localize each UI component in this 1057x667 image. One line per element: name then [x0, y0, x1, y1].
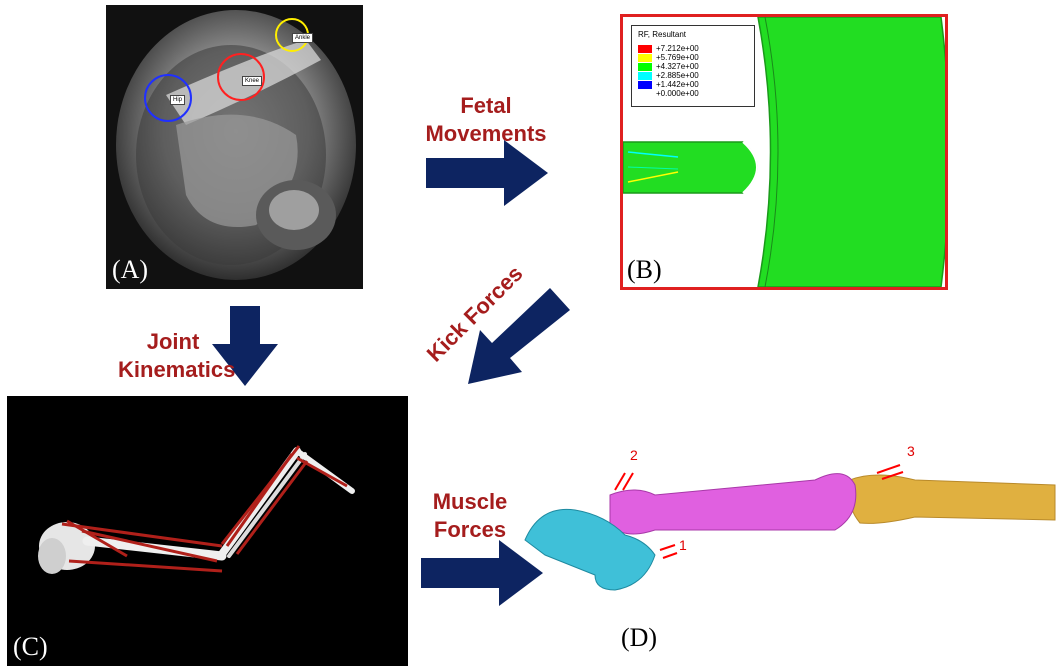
- legend-swatch: [638, 80, 652, 89]
- joint-kinematics-label: Joint Kinematics: [118, 329, 236, 382]
- force-marker-label: 2: [630, 447, 638, 463]
- legend-value: +5.769e+00: [656, 53, 699, 62]
- knee-tag: Knee: [242, 76, 263, 86]
- legend-value: +7.212e+00: [656, 44, 699, 53]
- pelvis-bone: [524, 508, 656, 591]
- hip-tag: Hip: [170, 95, 186, 105]
- bone-graphic: [524, 464, 1056, 591]
- femur-bone: [609, 473, 857, 535]
- musculoskeletal-graphic: [38, 445, 355, 574]
- tibia-bone: [848, 474, 1056, 524]
- panel-d-bone-model: 2 3 1 (D): [515, 445, 1057, 667]
- legend-value: +2.885e+00: [656, 71, 699, 80]
- panel-d-letter: (D): [621, 623, 658, 652]
- legend-title: RF, Resultant: [638, 30, 687, 39]
- rf-legend: RF, Resultant +7.212e+00 +5.769e+00 +4.3…: [631, 25, 755, 107]
- force-marker-label: 3: [907, 445, 915, 459]
- fetal-movements-label: Fetal Movements: [425, 93, 547, 146]
- panel-c-letter: (C): [13, 632, 48, 661]
- panel-a-mri: Hip Knee Ankle (A): [106, 5, 363, 289]
- legend-value: +4.327e+00: [656, 62, 699, 71]
- legend-row: +4.327e+00: [638, 62, 699, 71]
- knee-marker-circle: [217, 53, 265, 101]
- right-arrow-muscle-forces: [421, 540, 543, 606]
- legend-swatch: [638, 71, 652, 80]
- legend-swatch: [638, 62, 652, 71]
- legend-swatch: [638, 44, 652, 53]
- legend-row: +5.769e+00: [638, 53, 699, 62]
- diagonal-arrow-kick-forces: [468, 288, 570, 384]
- legend-value: +0.000e+00: [656, 89, 699, 98]
- panel-a-letter: (A): [112, 255, 149, 284]
- muscle-forces-label: Muscle Forces: [432, 489, 508, 542]
- panel-b-letter: (B): [627, 255, 662, 284]
- legend-row: +7.212e+00: [638, 44, 699, 53]
- right-arrow-fetal-movements: [426, 140, 548, 206]
- legend-row: +0.000e+00: [638, 89, 699, 98]
- fe-model-graphic: [623, 17, 945, 287]
- panel-b-fe-model: RF, Resultant +7.212e+00 +5.769e+00 +4.3…: [620, 14, 948, 290]
- legend-swatch: [638, 53, 652, 62]
- hip-marker-circle: [144, 74, 192, 122]
- legend-value: +1.442e+00: [656, 80, 699, 89]
- legend-swatch: [638, 90, 652, 98]
- force-marker-label: 1: [679, 537, 687, 553]
- legend-row: +1.442e+00: [638, 80, 699, 89]
- legend-row: +2.885e+00: [638, 71, 699, 80]
- ankle-tag: Ankle: [292, 33, 314, 43]
- panel-c-musculoskeletal-model: (C): [7, 396, 408, 666]
- mri-image: [106, 5, 363, 289]
- down-arrow-joint-kinematics: [212, 306, 278, 386]
